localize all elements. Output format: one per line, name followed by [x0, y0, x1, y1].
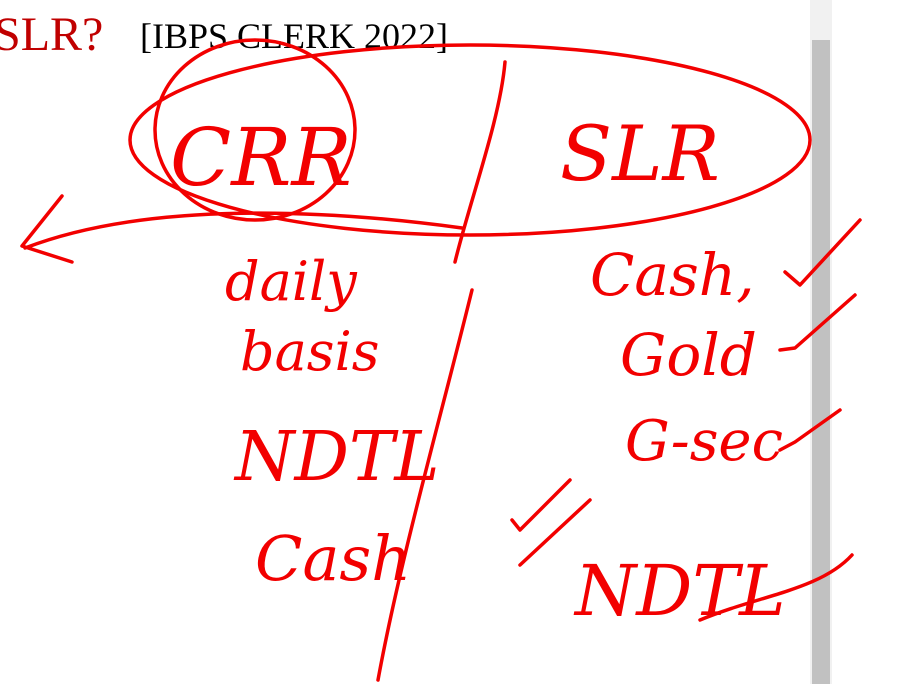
page: SLR? [IBPS CLERK 2022] CRR daily basis N…: [0, 0, 897, 684]
note: NDTL: [573, 550, 786, 632]
note: G-sec: [625, 409, 783, 474]
note: Gold: [620, 321, 757, 389]
note: CRR: [170, 111, 352, 204]
note: Cash: [255, 522, 411, 595]
note: Cash,: [590, 241, 755, 309]
source: [IBPS CLERK 2022]: [140, 16, 448, 56]
scrollbar-thumb[interactable]: [812, 40, 830, 684]
note: basis: [240, 320, 379, 383]
note: NDTL: [233, 418, 440, 497]
screen: SLR? [IBPS CLERK 2022] CRR daily basis N…: [0, 0, 897, 684]
term: SLR?: [0, 8, 103, 61]
note: SLR: [560, 109, 720, 198]
note: daily: [225, 250, 358, 313]
